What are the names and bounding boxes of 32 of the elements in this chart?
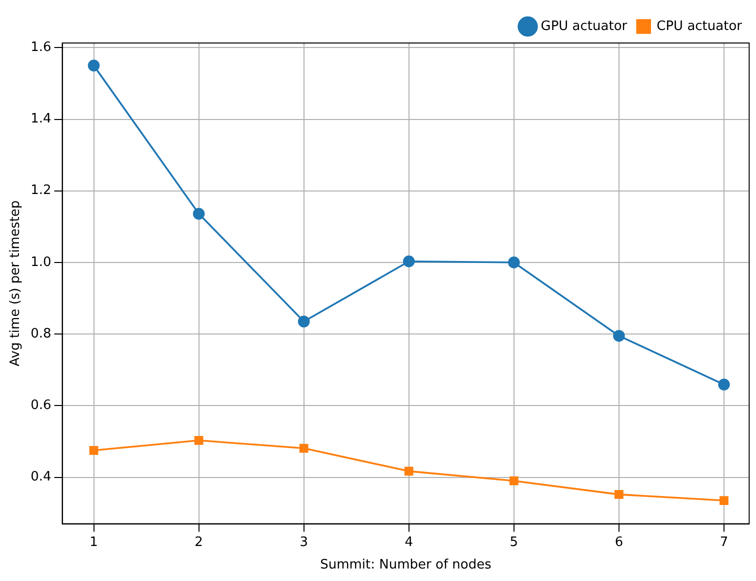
y-tick-label: 0.6 [30,398,52,414]
point [508,256,520,268]
point [509,476,518,486]
y-tick-label: 1.2 [30,183,52,198]
x-tick-label: 6 [614,534,624,550]
point [88,60,100,72]
legend-label: CPU actuator [656,18,743,34]
y-tick-label: 0.4 [30,470,52,485]
point [613,330,625,342]
point [298,316,310,328]
x-tick-label: 1 [90,534,98,550]
point [718,378,730,390]
point [89,446,98,455]
y-axis-title: Avg time (s) per timestep [8,200,24,366]
y-tick-label: 0.8 [30,326,52,342]
y-tick-label: 1.0 [30,254,52,270]
y-tick-label: 1.6 [30,40,52,56]
point [404,466,414,476]
point [614,490,624,499]
point [299,444,308,453]
x-tick-label: 7 [720,534,728,550]
x-tick-label: 4 [404,534,414,550]
x-tick-label: 5 [510,534,518,550]
x-axis-title: Summit: Number of nodes [320,558,492,573]
point [194,436,204,445]
point [192,208,205,220]
x-tick-label: 2 [194,534,203,550]
y-tick-label: 1.4 [30,112,52,127]
point [720,496,728,505]
x-tick-label: 3 [300,534,308,550]
point [402,255,415,268]
legend-label: GPU actuator [540,18,628,34]
